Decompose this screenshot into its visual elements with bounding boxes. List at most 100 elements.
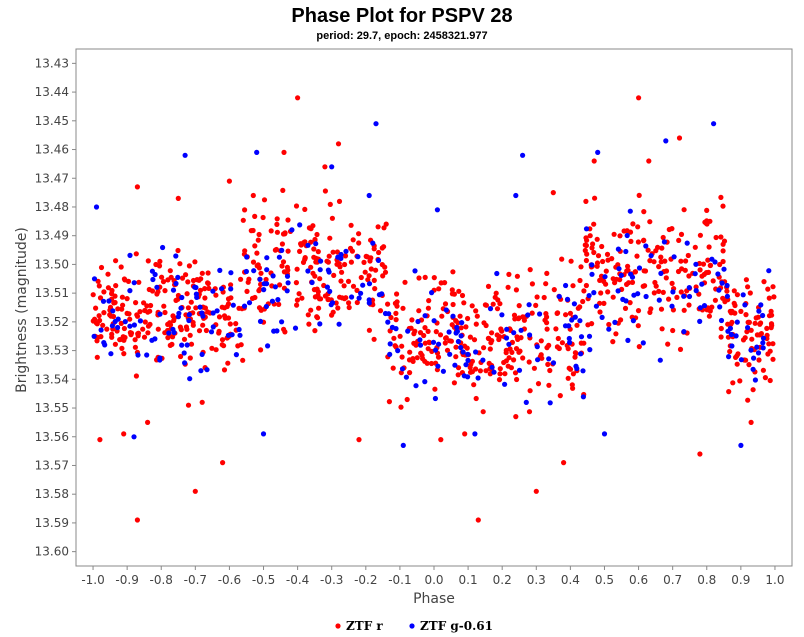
- data-point-ztf-g-0-61: [643, 293, 649, 300]
- data-point-ztf-r: [471, 337, 478, 343]
- data-point-ztf-r: [743, 312, 749, 318]
- data-point-ztf-g-0-61: [137, 318, 143, 324]
- data-point-ztf-r: [137, 309, 143, 315]
- data-point-ztf-r: [377, 308, 384, 314]
- data-point-ztf-r: [766, 295, 772, 301]
- data-point-ztf-r: [676, 237, 682, 243]
- data-point-ztf-r: [534, 294, 540, 300]
- data-point-ztf-r: [268, 228, 274, 234]
- data-point-ztf-g-0-61: [297, 222, 303, 228]
- data-point-ztf-g-0-61: [243, 268, 249, 275]
- data-point-ztf-r: [142, 319, 148, 325]
- data-point-ztf-r: [185, 402, 192, 408]
- data-point-ztf-r: [202, 295, 208, 301]
- data-point-ztf-g-0-61: [564, 296, 571, 302]
- data-point-ztf-g-0-61: [755, 350, 762, 356]
- series-ztf-r: [90, 95, 777, 523]
- data-point-ztf-r: [526, 359, 532, 365]
- data-point-ztf-r: [356, 231, 362, 237]
- data-point-ztf-r: [302, 206, 308, 212]
- data-point-ztf-r: [624, 268, 630, 274]
- data-point-ztf-r: [707, 262, 713, 269]
- data-point-ztf-r: [712, 297, 719, 303]
- data-point-ztf-g-0-61: [520, 152, 526, 158]
- data-point-ztf-r: [541, 294, 547, 301]
- data-point-ztf-r: [544, 314, 550, 320]
- data-point-ztf-g-0-61: [681, 329, 687, 335]
- x-axis-label: Phase: [413, 591, 455, 607]
- data-point-ztf-g-0-61: [144, 352, 150, 358]
- data-point-ztf-r: [188, 341, 195, 347]
- data-point-ztf-r: [381, 244, 387, 250]
- data-point-ztf-g-0-61: [108, 351, 114, 357]
- data-point-ztf-r: [669, 280, 675, 286]
- data-point-ztf-g-0-61: [458, 344, 464, 351]
- data-point-ztf-g-0-61: [733, 333, 739, 339]
- data-point-ztf-r: [98, 264, 105, 271]
- data-point-ztf-r: [98, 334, 104, 340]
- data-point-ztf-r: [726, 389, 732, 395]
- y-axis-label: Brightness (magnitude): [14, 227, 30, 393]
- data-point-ztf-r: [618, 317, 624, 323]
- data-point-ztf-r: [481, 345, 487, 351]
- data-point-ztf-r: [225, 315, 232, 321]
- data-point-ztf-g-0-61: [324, 284, 330, 290]
- data-point-ztf-g-0-61: [366, 192, 372, 199]
- data-point-ztf-g-0-61: [452, 362, 458, 368]
- data-point-ztf-r: [242, 248, 248, 254]
- data-point-ztf-r: [365, 277, 371, 283]
- data-point-ztf-r: [583, 257, 590, 264]
- data-point-ztf-r: [611, 231, 617, 237]
- data-point-ztf-r: [450, 269, 456, 275]
- data-point-ztf-r: [720, 258, 726, 265]
- data-point-ztf-r: [513, 287, 520, 293]
- data-point-ztf-r: [279, 263, 285, 269]
- data-point-ztf-g-0-61: [225, 332, 231, 338]
- data-point-ztf-r: [692, 244, 698, 250]
- data-point-ztf-r: [473, 366, 479, 372]
- data-point-ztf-r: [738, 308, 744, 314]
- data-point-ztf-r: [570, 283, 576, 289]
- data-point-ztf-r: [255, 237, 261, 243]
- data-point-ztf-r: [713, 234, 719, 241]
- data-point-ztf-r: [356, 240, 362, 246]
- data-point-ztf-g-0-61: [684, 240, 690, 246]
- data-point-ztf-r: [135, 333, 141, 339]
- data-point-ztf-r: [227, 321, 233, 327]
- data-point-ztf-r: [600, 258, 606, 265]
- data-point-ztf-r: [161, 303, 167, 309]
- data-point-ztf-g-0-61: [623, 298, 629, 304]
- data-point-ztf-g-0-61: [450, 313, 456, 319]
- data-point-ztf-r: [371, 277, 377, 283]
- data-point-ztf-r: [462, 431, 468, 437]
- y-tick-label: 13.59: [35, 516, 69, 530]
- data-point-ztf-r: [565, 375, 571, 381]
- data-point-ztf-r: [254, 263, 260, 269]
- data-point-ztf-r: [96, 283, 102, 289]
- data-point-ztf-r: [184, 291, 190, 297]
- data-point-ztf-g-0-61: [275, 297, 281, 303]
- y-tick-label: 13.44: [35, 85, 69, 99]
- data-point-ztf-r: [197, 287, 204, 293]
- data-point-ztf-r: [612, 280, 618, 286]
- data-point-ztf-r: [382, 264, 388, 270]
- data-point-ztf-r: [432, 386, 438, 392]
- data-point-ztf-g-0-61: [349, 294, 355, 300]
- data-point-ztf-r: [603, 281, 609, 287]
- data-point-ztf-r: [141, 334, 148, 340]
- data-point-ztf-r: [647, 309, 653, 315]
- data-point-ztf-r: [128, 332, 134, 338]
- data-point-ztf-g-0-61: [663, 138, 669, 144]
- data-point-ztf-g-0-61: [758, 302, 764, 308]
- data-point-ztf-r: [404, 396, 410, 403]
- data-point-ztf-r: [252, 243, 258, 249]
- data-point-ztf-r: [348, 222, 354, 228]
- data-point-ztf-g-0-61: [173, 253, 179, 259]
- data-point-ztf-g-0-61: [712, 259, 718, 265]
- data-point-ztf-g-0-61: [131, 322, 137, 328]
- data-point-ztf-r: [416, 275, 422, 281]
- data-point-ztf-r: [755, 314, 761, 320]
- data-point-ztf-r: [676, 135, 683, 141]
- data-point-ztf-r: [770, 341, 776, 347]
- y-tick-label: 13.47: [35, 171, 69, 185]
